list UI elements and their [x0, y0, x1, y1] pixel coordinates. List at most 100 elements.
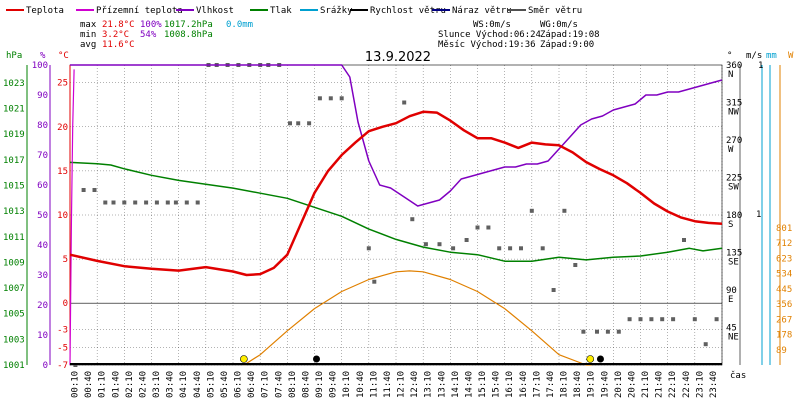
- info-sun-set: Západ:19:08: [540, 30, 600, 40]
- wind-direction-point: [92, 188, 97, 192]
- time-tick-label: 08:10: [288, 371, 298, 398]
- hpa-tick-label: 1001: [3, 361, 25, 371]
- time-tick-label: 17:40: [546, 371, 556, 398]
- wind-direction-point: [540, 246, 545, 251]
- time-tick-label: 06:10: [234, 371, 244, 398]
- pct-tick-label: 80: [37, 121, 48, 131]
- hpa-tick-label: 1021: [3, 105, 25, 115]
- wind-direction-point: [366, 246, 371, 251]
- wind-direction-point: [410, 217, 415, 222]
- wind-direction-point: [486, 225, 491, 230]
- temp-tick-label: -7: [57, 361, 68, 371]
- sunrise-marker: [240, 355, 248, 363]
- time-tick-label: 00:10: [71, 371, 81, 398]
- wind-direction-point: [464, 238, 469, 242]
- deg-tick-label: 90: [726, 286, 737, 296]
- dir-tick-label: N: [728, 70, 733, 80]
- wind-direction-point: [660, 317, 665, 322]
- wind-direction-point: [103, 200, 108, 205]
- wind-direction-point: [508, 246, 513, 251]
- time-tick-label: 03:40: [166, 371, 176, 398]
- wind-direction-point: [638, 317, 643, 322]
- wind-direction-point: [184, 200, 189, 205]
- dir-tick-label: E: [728, 295, 733, 305]
- info-moon-set: Západ:9:00: [540, 40, 594, 50]
- dir-tick-label: SW: [728, 183, 739, 193]
- wind-direction-point: [423, 242, 428, 247]
- wind-direction-point: [328, 96, 333, 101]
- legend-label: Přízemní teplota: [96, 6, 183, 16]
- time-tick-label: 14:40: [464, 371, 474, 398]
- time-tick-label: 06:40: [247, 371, 257, 398]
- wind-direction-point: [671, 317, 676, 322]
- w-tick-label: 801: [776, 224, 792, 234]
- axes: [26, 65, 781, 365]
- temp-tick-label: 20: [57, 123, 68, 133]
- time-tick-label: 02:10: [125, 371, 135, 398]
- wind-direction-point: [165, 200, 170, 205]
- ms-tick-label: 1: [758, 61, 763, 71]
- hpa-tick-label: 1011: [3, 233, 25, 243]
- wind-direction-point: [111, 200, 116, 205]
- time-tick-label: 03:10: [152, 371, 162, 398]
- wind-direction-point: [339, 96, 344, 101]
- time-tick-label: 00:40: [84, 371, 94, 398]
- pct-tick-label: 100: [32, 61, 48, 71]
- pct-tick-label: 30: [37, 271, 48, 281]
- wind-direction-point: [122, 200, 127, 205]
- pct-tick-label: 50: [37, 211, 48, 221]
- wind-direction-point: [402, 100, 407, 105]
- wind-direction-point: [437, 242, 442, 247]
- wind-direction-point: [317, 96, 322, 101]
- time-tick-label: 20:40: [627, 371, 637, 398]
- pct-tick-label: 10: [37, 331, 48, 341]
- wind-direction-point: [714, 317, 719, 322]
- w-tick-label: 178: [776, 331, 792, 341]
- time-tick-label: 05:10: [206, 371, 216, 398]
- temp-tick-label: 5: [63, 255, 68, 265]
- wind-direction-point: [562, 208, 567, 213]
- wind-direction-point: [195, 200, 200, 205]
- wind-direction-point: [595, 329, 599, 334]
- hpa-tick-label: 1013: [3, 207, 25, 217]
- wind-direction-point: [133, 200, 138, 205]
- w-unit-label: W: [788, 51, 794, 61]
- w-tick-label: 534: [776, 270, 792, 280]
- wind-direction-point: [682, 238, 686, 242]
- pct-tick-label: 60: [37, 181, 48, 191]
- pct-unit-label: %: [40, 51, 46, 61]
- ms-tick-label: 1: [756, 210, 761, 220]
- chart-title: 13.9.2022: [365, 50, 431, 65]
- hpa-tick-label: 1023: [3, 79, 25, 89]
- time-tick-label: 17:10: [532, 371, 542, 398]
- legend-label: Náraz větru: [452, 6, 512, 16]
- temp-unit-label: °C: [58, 51, 69, 61]
- stat-min-temp: 3.2°C: [102, 30, 129, 40]
- wind-direction-point: [475, 225, 480, 230]
- wind-direction-point: [296, 121, 301, 126]
- time-tick-label: 02:40: [138, 371, 148, 398]
- ms-unit-label: m/s: [746, 51, 762, 61]
- stat-avg-label: avg: [80, 40, 96, 50]
- hpa-tick-label: 1009: [3, 258, 25, 268]
- wind-direction-point: [573, 263, 578, 267]
- wind-direction-point: [551, 288, 556, 292]
- pct-tick-label: 0: [43, 361, 48, 371]
- info-moon: Měsíc Východ:19:36: [438, 40, 536, 50]
- moonrise-marker: [596, 355, 604, 363]
- humidity-line: [70, 64, 723, 207]
- temperature-line: [69, 110, 723, 277]
- moonset-marker: [313, 355, 320, 363]
- sunset-marker: [586, 355, 595, 363]
- ground-temperature-line: [69, 69, 75, 366]
- pct-tick-label: 20: [37, 301, 48, 311]
- dir-tick-label: NE: [728, 333, 739, 343]
- hpa-tick-label: 1019: [3, 130, 25, 140]
- time-tick-label: 04:10: [179, 371, 189, 398]
- deg-tick-label: 270: [726, 136, 742, 146]
- time-tick-label: 10:40: [356, 371, 366, 398]
- time-tick-label: 09:10: [315, 371, 325, 398]
- grid: [69, 64, 723, 366]
